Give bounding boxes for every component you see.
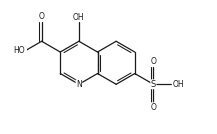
Text: N: N xyxy=(76,80,82,89)
Text: OH: OH xyxy=(73,13,85,22)
Text: O: O xyxy=(150,57,156,66)
Text: S: S xyxy=(151,80,156,89)
Text: O: O xyxy=(39,12,44,21)
Text: O: O xyxy=(150,103,156,112)
Text: HO: HO xyxy=(13,46,25,55)
Text: OH: OH xyxy=(172,80,184,89)
